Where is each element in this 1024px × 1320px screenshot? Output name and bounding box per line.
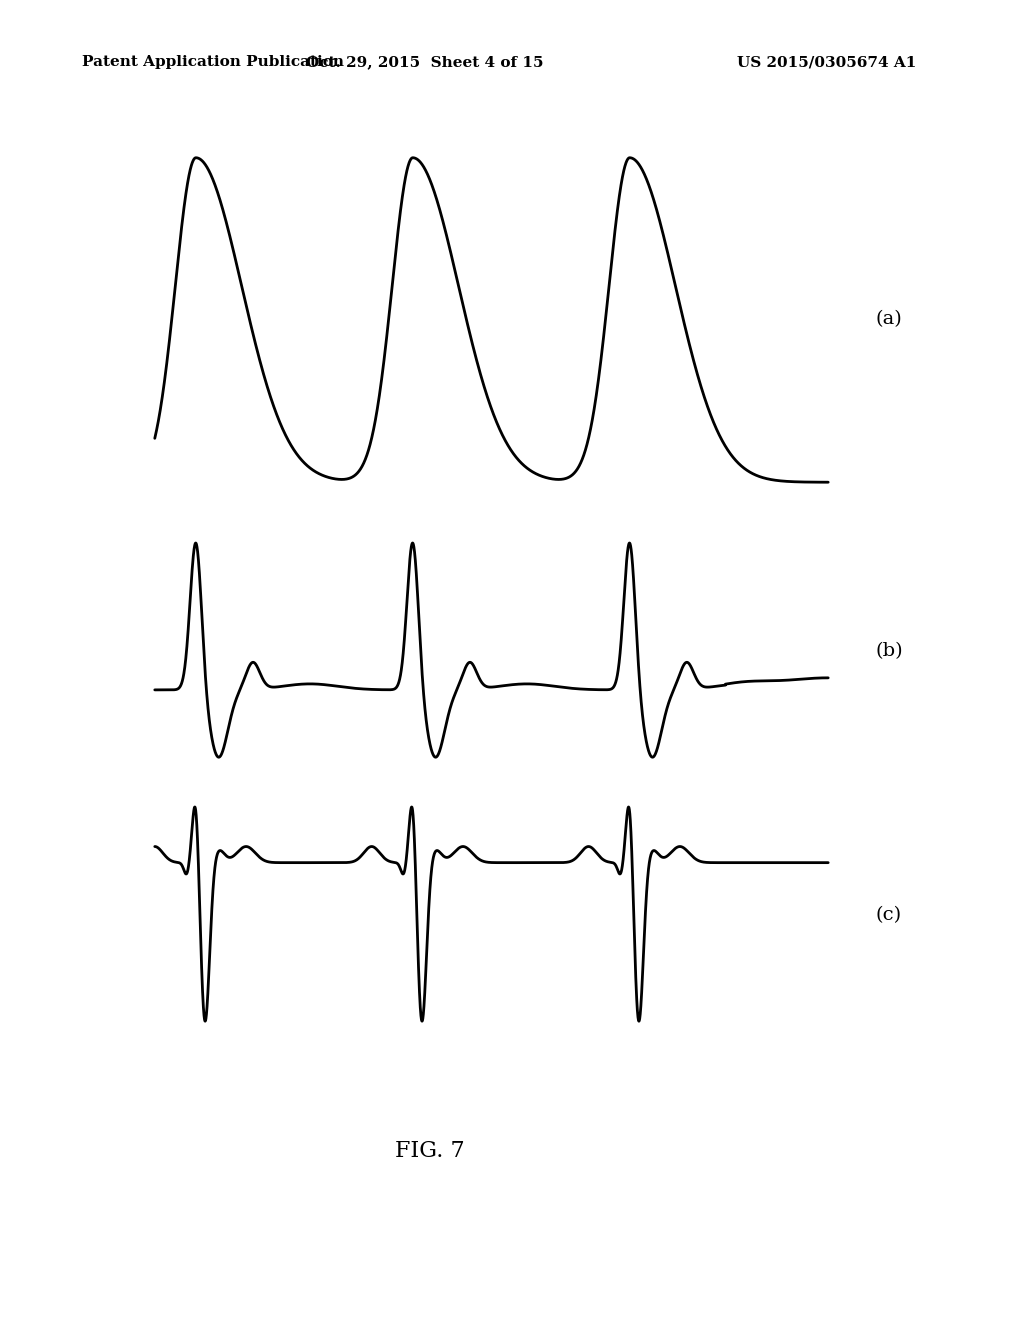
Text: Oct. 29, 2015  Sheet 4 of 15: Oct. 29, 2015 Sheet 4 of 15 — [306, 55, 544, 70]
Text: (c): (c) — [876, 906, 902, 924]
Text: US 2015/0305674 A1: US 2015/0305674 A1 — [737, 55, 916, 70]
Text: FIG. 7: FIG. 7 — [395, 1140, 465, 1162]
Text: Patent Application Publication: Patent Application Publication — [82, 55, 344, 70]
Text: (b): (b) — [876, 642, 903, 660]
Text: (a): (a) — [876, 310, 902, 329]
